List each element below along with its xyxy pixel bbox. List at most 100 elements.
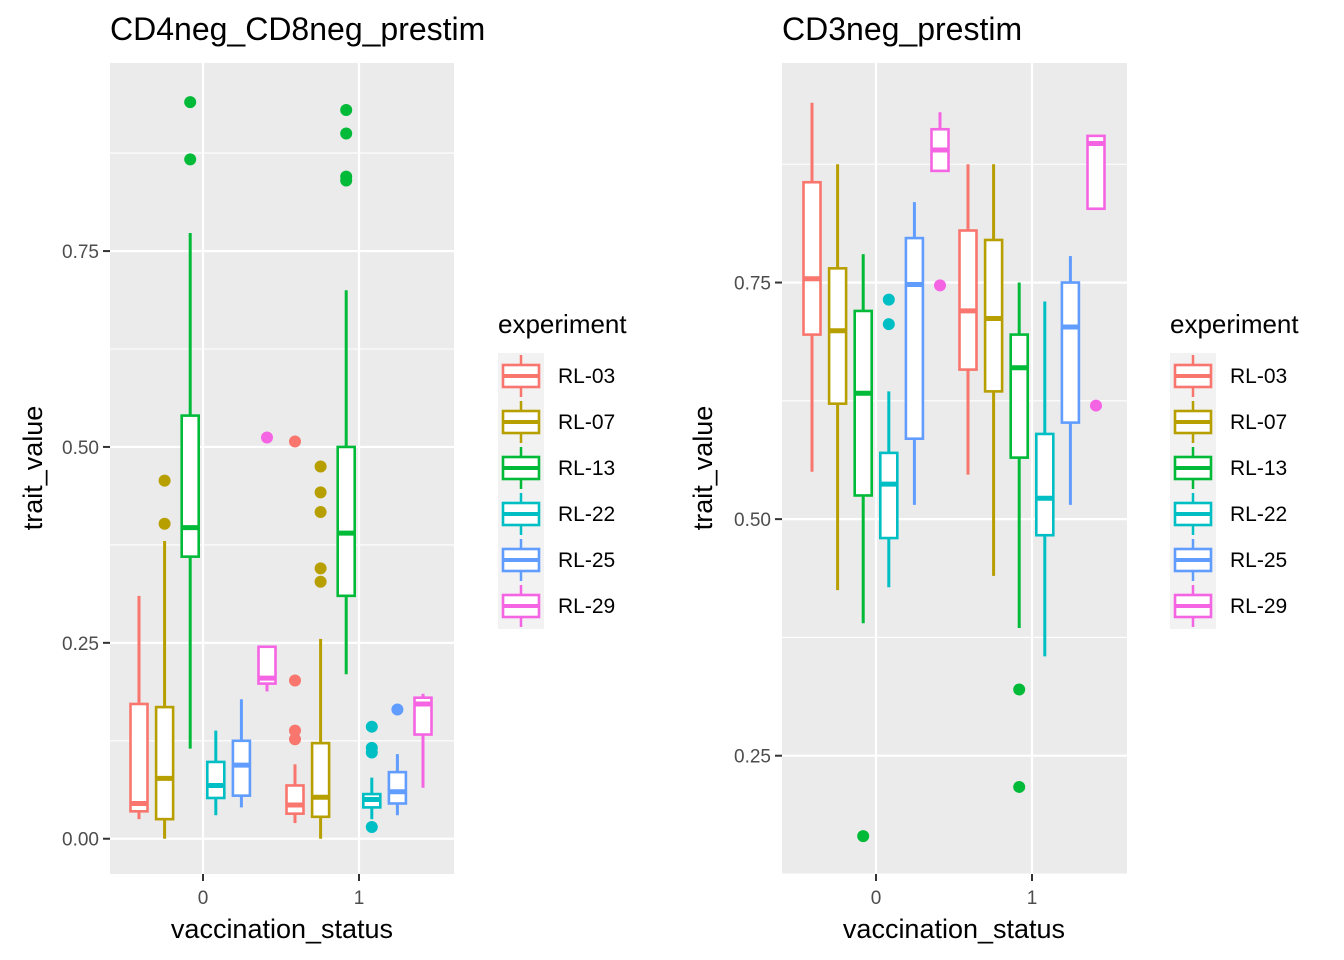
x-axis-title: vaccination_status: [843, 914, 1065, 944]
legend-label: RL-29: [1230, 595, 1287, 618]
outlier-point: [289, 674, 301, 687]
box-body: [231, 739, 252, 797]
outlier-point: [365, 746, 378, 759]
y-tick-label: 0.25: [62, 634, 99, 655]
outlier-point: [340, 127, 353, 140]
legend-label: RL-07: [1230, 411, 1287, 434]
outlier-point: [882, 318, 895, 331]
legend-right: experiment RL-03 RL-07 RL-13 RL-22 RL-25 RL-2…: [1170, 309, 1299, 629]
box-body: [387, 770, 408, 805]
legend-item-rl-22: RL-22: [498, 491, 615, 537]
outlier-point: [1090, 399, 1102, 412]
box-rl-13-0: [180, 96, 200, 749]
box-rl-25-1: [1060, 256, 1081, 505]
y-tick-label: 0.75: [734, 274, 771, 295]
box-rl-07-0: [154, 474, 175, 839]
legend-item-rl-07: RL-07: [1170, 399, 1287, 445]
box-rl-25-1: [387, 703, 408, 816]
y-axis-title: trait_value: [688, 406, 718, 531]
outlier-point: [365, 720, 378, 733]
box-rl-29-0: [930, 112, 950, 292]
outlier-point: [882, 293, 895, 306]
x-tick-label: 0: [198, 888, 209, 909]
legend-item-rl-13: RL-13: [1170, 445, 1287, 491]
outlier-point: [289, 733, 301, 746]
legend-item-rl-03: RL-03: [1170, 353, 1287, 399]
legend-item-rl-25: RL-25: [1170, 537, 1287, 583]
legend-items: RL-03 RL-07 RL-13 RL-22 RL-25 RL-29: [1170, 353, 1287, 629]
y-tick-label: 0.75: [62, 242, 99, 263]
legend-label: RL-22: [558, 503, 615, 526]
x-tick-label: 0: [871, 888, 882, 909]
legend-item-rl-29: RL-29: [1170, 583, 1287, 629]
box-body: [257, 645, 277, 685]
chart-panel-cd4neg-cd8neg: CD4neg_CD8neg_prestim 0.00 0.25 0.50 0.75 0 1…: [18, 11, 485, 944]
boxplot-marks: [129, 96, 433, 839]
legend-label: RL-29: [558, 595, 615, 618]
outlier-point: [340, 104, 353, 117]
box-body: [1009, 333, 1030, 459]
y-tick-label: 0.50: [62, 438, 99, 459]
box-rl-25-0: [904, 202, 925, 505]
box-body: [206, 760, 226, 800]
outlier-point: [314, 460, 327, 473]
legend-item-rl-07: RL-07: [498, 399, 615, 445]
box-body: [129, 702, 149, 813]
legend-label: RL-07: [558, 411, 615, 434]
outlier-point: [1013, 683, 1026, 696]
outlier-point: [184, 153, 197, 166]
box-rl-25-0: [231, 699, 252, 808]
outlier-point: [340, 174, 353, 187]
outlier-point: [314, 486, 327, 499]
box-body: [413, 696, 433, 736]
legend-item-rl-13: RL-13: [498, 445, 615, 491]
box-body: [1086, 134, 1106, 211]
box-body: [983, 238, 1004, 393]
box-rl-22-1: [361, 720, 382, 833]
axes: 0.25 0.50 0.75 0 1: [734, 274, 1037, 909]
outlier-point: [184, 96, 197, 109]
x-axis-title: vaccination_status: [171, 914, 393, 944]
outlier-point: [857, 830, 870, 843]
outlier-point: [314, 562, 327, 575]
y-tick-label: 0.25: [734, 747, 771, 768]
outlier-point: [314, 575, 327, 588]
legend-label: RL-25: [558, 549, 615, 572]
outlier-point: [1013, 780, 1026, 793]
outlier-point: [261, 431, 273, 444]
legend-label: RL-22: [1230, 503, 1287, 526]
box-body: [878, 451, 899, 540]
legend-label: RL-13: [1230, 457, 1287, 480]
y-tick-label: 0.50: [734, 510, 771, 531]
box-rl-03-0: [129, 595, 149, 820]
box-body: [285, 784, 305, 815]
legend-left: experiment RL-03 RL-07 RL-13 RL-22 RL-25 RL-2…: [498, 309, 627, 629]
box-body: [904, 236, 925, 440]
box-body: [1060, 281, 1081, 424]
chart-panel-cd3neg: CD3neg_prestim 0.25 0.50 0.75 0 1 vaccinatio…: [688, 11, 1127, 944]
x-tick-label: 1: [354, 888, 365, 909]
box-rl-29-1: [413, 693, 433, 788]
box-body: [827, 267, 848, 405]
chart-title: CD3neg_prestim: [782, 11, 1022, 47]
box-rl-22-0: [878, 293, 899, 588]
outlier-point: [289, 435, 301, 448]
outlier-point: [391, 703, 404, 716]
box-body: [154, 705, 175, 821]
grid-lines: [110, 63, 454, 874]
box-body: [1035, 432, 1055, 537]
box-body: [180, 414, 200, 558]
legend-item-rl-25: RL-25: [498, 537, 615, 583]
box-rl-07-1: [983, 164, 1004, 576]
box-rl-03-1: [285, 435, 305, 824]
box-rl-29-1: [1086, 134, 1106, 412]
box-rl-13-0: [853, 254, 874, 843]
legend-item-rl-03: RL-03: [498, 353, 615, 399]
box-body: [310, 741, 331, 819]
box-body: [336, 445, 357, 598]
outlier-point: [314, 505, 327, 518]
y-axis-title: trait_value: [18, 406, 48, 531]
outlier-point: [158, 517, 171, 530]
outlier-point: [158, 474, 171, 487]
